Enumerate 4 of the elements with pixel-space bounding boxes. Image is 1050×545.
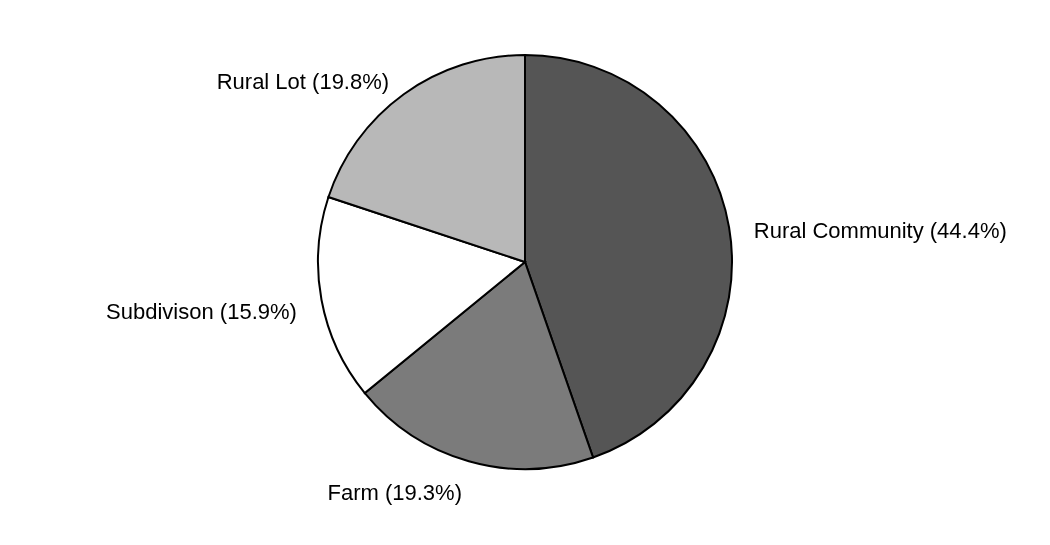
slice-label: Subdivison (15.9%): [106, 299, 297, 325]
slice-label: Rural Lot (19.8%): [216, 68, 390, 94]
slice-label: Rural Community (44.4%): [753, 218, 1007, 244]
slice-label: Farm (19.3%): [327, 480, 463, 506]
